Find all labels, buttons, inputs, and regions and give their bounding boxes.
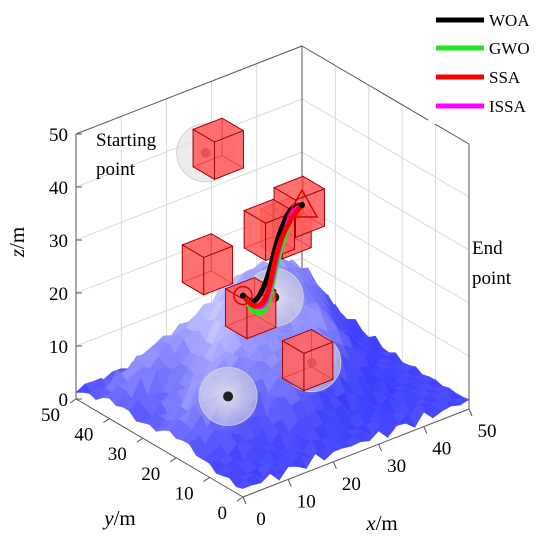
legend-label-gwo: GWO: [489, 39, 530, 58]
legend-item-ssa: SSA: [436, 68, 521, 87]
z-tick-label: 40: [49, 178, 68, 199]
axis-edge: [242, 408, 470, 498]
cube-face: [225, 288, 248, 340]
y-tick-label: 0: [218, 503, 228, 524]
axis-edge: [301, 45, 470, 145]
obstacle-cube-4: [181, 233, 234, 296]
cube-face: [192, 128, 215, 181]
legend-label-ssa: SSA: [489, 68, 521, 87]
cube-face: [282, 340, 305, 392]
axis-edge: [75, 45, 303, 135]
obstacle-cube-6: [281, 328, 334, 392]
x-tick-mark: [287, 479, 292, 487]
end-marker-triangle: [285, 188, 319, 218]
x-tick-mark: [378, 444, 383, 452]
y-tick-mark: [169, 457, 177, 463]
x-tick-mark: [423, 426, 428, 434]
y-tick-mark: [69, 398, 77, 404]
y-axis-ticks: 0 10 20 30 40 50: [41, 398, 244, 524]
axis-edge: [75, 398, 244, 498]
legend-label-woa: WOA: [489, 11, 530, 30]
legend-label-issa: ISSA: [489, 97, 527, 116]
obstacle-cube-2: [192, 117, 245, 181]
legend-item-gwo: GWO: [436, 39, 530, 58]
x-tick-label: 50: [478, 421, 497, 442]
x-tick-mark: [468, 408, 473, 417]
threat-center-0: [223, 391, 234, 402]
obstacle-cube-1: [273, 175, 326, 239]
y-tick-label: 20: [141, 464, 160, 485]
z-tick-label: 20: [49, 284, 68, 305]
start-marker-circle: [233, 285, 253, 306]
x-tick-label: 40: [432, 439, 451, 460]
start-point-label: Starting point: [96, 130, 161, 180]
y-tick-mark: [136, 437, 144, 443]
endpoint-markers: [233, 188, 319, 306]
y-tick-mark: [236, 496, 244, 502]
start-marker-dot: [240, 292, 246, 299]
legend-item-woa: WOA: [436, 11, 530, 30]
z-tick-label: 10: [49, 337, 68, 358]
x-axis-ticks: 0 10 20 30 40 50: [242, 408, 497, 530]
end-marker-dot: [299, 202, 305, 208]
z-tick-label: 50: [49, 125, 68, 146]
y-tick-label: 50: [41, 405, 60, 426]
y-tick-label: 40: [74, 425, 93, 446]
x-tick-mark: [332, 461, 337, 469]
cube-face: [243, 209, 267, 262]
x-tick-mark: [242, 496, 247, 505]
z-tick-label: 30: [49, 231, 68, 252]
z-axis-ticks: 0 10 20 30 40 50: [49, 125, 82, 411]
x-tick-label: 30: [387, 456, 406, 477]
y-tick-label: 10: [175, 483, 194, 504]
y-axis-label: y/m: [102, 506, 136, 530]
axes-box: [75, 45, 470, 498]
y-tick-mark: [103, 418, 110, 424]
cube-face: [181, 244, 205, 296]
terrain-cell: [235, 479, 253, 489]
x-tick-label: 0: [256, 509, 266, 530]
end-point-label: End point: [472, 238, 512, 289]
x-axis-label: x/m: [365, 511, 398, 535]
legend: WOA GWO SSA ISSA: [428, 4, 548, 124]
legend-item-issa: ISSA: [436, 97, 527, 116]
x-tick-label: 20: [342, 474, 361, 495]
z-tick-label: 0: [59, 390, 69, 411]
z-axis-label: z/m: [5, 227, 29, 258]
y-tick-mark: [203, 476, 210, 482]
y-tick-label: 30: [108, 444, 127, 465]
x-tick-label: 10: [297, 491, 316, 512]
